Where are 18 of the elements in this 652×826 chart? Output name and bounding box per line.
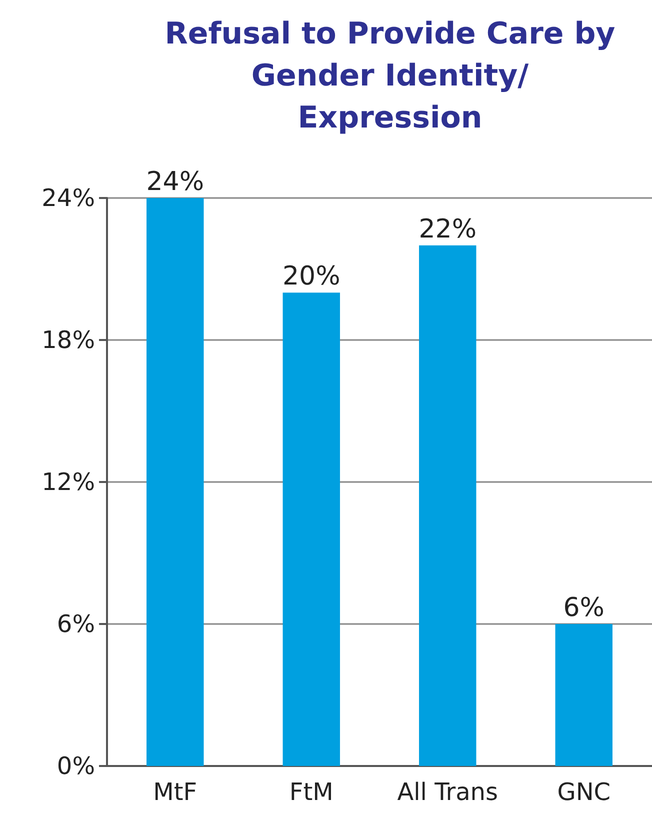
data-label: 20% xyxy=(282,262,340,292)
y-tick-label: 6% xyxy=(56,610,95,638)
y-tick-label: 12% xyxy=(42,468,95,496)
chart-title: Refusal to Provide Care by Gender Identity/ Expression xyxy=(164,16,616,136)
y-tick-label: 18% xyxy=(42,326,95,354)
bar xyxy=(282,292,340,766)
x-tick-label: MtF xyxy=(153,778,198,806)
data-label: 24% xyxy=(146,167,204,197)
data-label: 6% xyxy=(563,593,604,623)
x-tick-label: GNC xyxy=(557,778,611,806)
bar xyxy=(146,198,204,766)
y-tick-label: 24% xyxy=(42,184,95,212)
x-tick-label: FtM xyxy=(289,778,334,806)
y-tick-label: 0% xyxy=(56,752,95,780)
bar xyxy=(555,624,612,766)
bar xyxy=(419,245,476,766)
data-label: 22% xyxy=(418,214,477,244)
x-tick-label: All Trans xyxy=(397,778,498,806)
